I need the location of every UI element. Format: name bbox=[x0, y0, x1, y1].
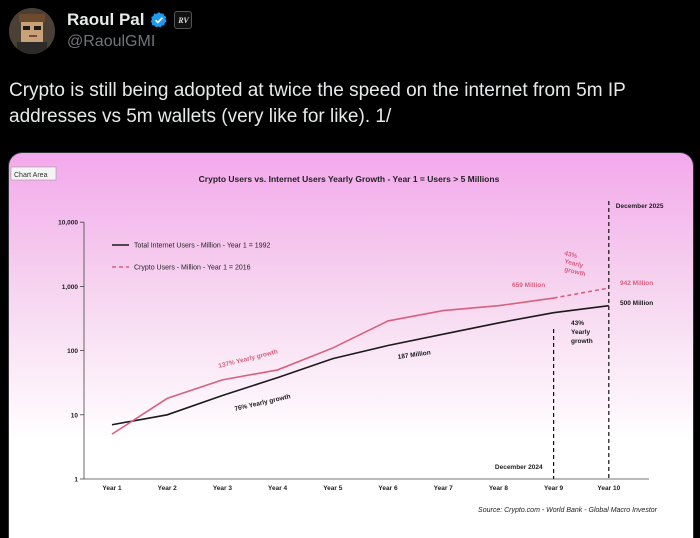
author-name[interactable]: Raoul Pal bbox=[67, 10, 145, 29]
chart-source: Source: Crypto.com - World Bank - Global… bbox=[478, 507, 658, 514]
chart-annotation: 43% bbox=[564, 250, 579, 260]
chart-legend: Total Internet Users - Million - Year 1 … bbox=[112, 243, 270, 272]
author-row: Raoul Pal RV bbox=[67, 10, 193, 30]
verified-badge-icon[interactable] bbox=[150, 11, 168, 29]
legend-label-crypto-users: Crypto Users - Million - Year 1 = 2016 bbox=[134, 265, 251, 272]
x-tick-label: Year 1 bbox=[102, 485, 122, 492]
series-line-crypto-users bbox=[111, 297, 554, 435]
chart-background bbox=[9, 153, 693, 538]
tweet-media[interactable]: Chart Area Crypto Users vs. Internet Use… bbox=[8, 152, 694, 538]
x-tick-label: Year 3 bbox=[213, 485, 233, 492]
x-tick-label: Year 7 bbox=[434, 485, 454, 492]
chart-annotation: Yearly bbox=[564, 258, 585, 270]
avatar[interactable] bbox=[9, 8, 55, 54]
chart-area-tag-box bbox=[10, 166, 57, 181]
chart-annotation: 942 Million bbox=[620, 280, 653, 287]
avatar-image bbox=[9, 8, 55, 54]
y-tick-label: 1 bbox=[74, 477, 78, 484]
x-tick-label: Year 9 bbox=[544, 485, 564, 492]
x-tick-label: Year 4 bbox=[268, 485, 288, 492]
x-tick-label: Year 8 bbox=[489, 485, 509, 492]
chart-area-tag: Chart Area bbox=[14, 172, 48, 179]
x-tick-label: Year 5 bbox=[323, 485, 343, 492]
x-tick-label: Year 2 bbox=[158, 485, 178, 492]
chart-annotation: 500 Million bbox=[620, 300, 653, 307]
chart-title: Crypto Users vs. Internet Users Yearly G… bbox=[199, 174, 500, 184]
marker-label-december-2025: December 2025 bbox=[616, 203, 664, 210]
y-tick-label: 100 bbox=[67, 348, 78, 355]
y-tick-label: 1,000 bbox=[62, 284, 79, 291]
chart-axes: 1 10 100 1,000 10,000 Year 1 Year 2 Year 3 Year … bbox=[58, 220, 649, 492]
chart-annotation: 43% bbox=[571, 320, 584, 327]
marker-label-december-2024: December 2024 bbox=[495, 464, 543, 471]
legend-label-internet-users: Total Internet Users - Million - Year 1 … bbox=[134, 243, 270, 250]
series-line-internet-users bbox=[111, 304, 609, 426]
chart-lines bbox=[111, 287, 609, 435]
x-tick-label: Year 10 bbox=[597, 485, 620, 492]
author-handle[interactable]: @RaoulGMI bbox=[67, 33, 156, 50]
y-tick-label: 10,000 bbox=[58, 220, 78, 227]
y-tick-label: 10 bbox=[71, 412, 79, 419]
chart-annotation: 187 Million bbox=[397, 349, 431, 361]
affiliate-badge[interactable]: RV bbox=[174, 11, 193, 29]
chart-markers: December 2024 December 2025 bbox=[495, 201, 664, 479]
x-tick-label: Year 6 bbox=[378, 485, 398, 492]
affiliate-badge-label: RV bbox=[178, 15, 189, 25]
chart-annotation: Yearly bbox=[571, 329, 591, 336]
growth-chart: Chart Area Crypto Users vs. Internet Use… bbox=[9, 153, 693, 538]
tweet-text: Crypto is still being adopted at twice t… bbox=[9, 80, 626, 127]
series-line-crypto-users-forecast bbox=[553, 287, 609, 299]
chart-annotation: 659 Million bbox=[512, 282, 545, 289]
chart-annotation: growth bbox=[571, 338, 593, 345]
